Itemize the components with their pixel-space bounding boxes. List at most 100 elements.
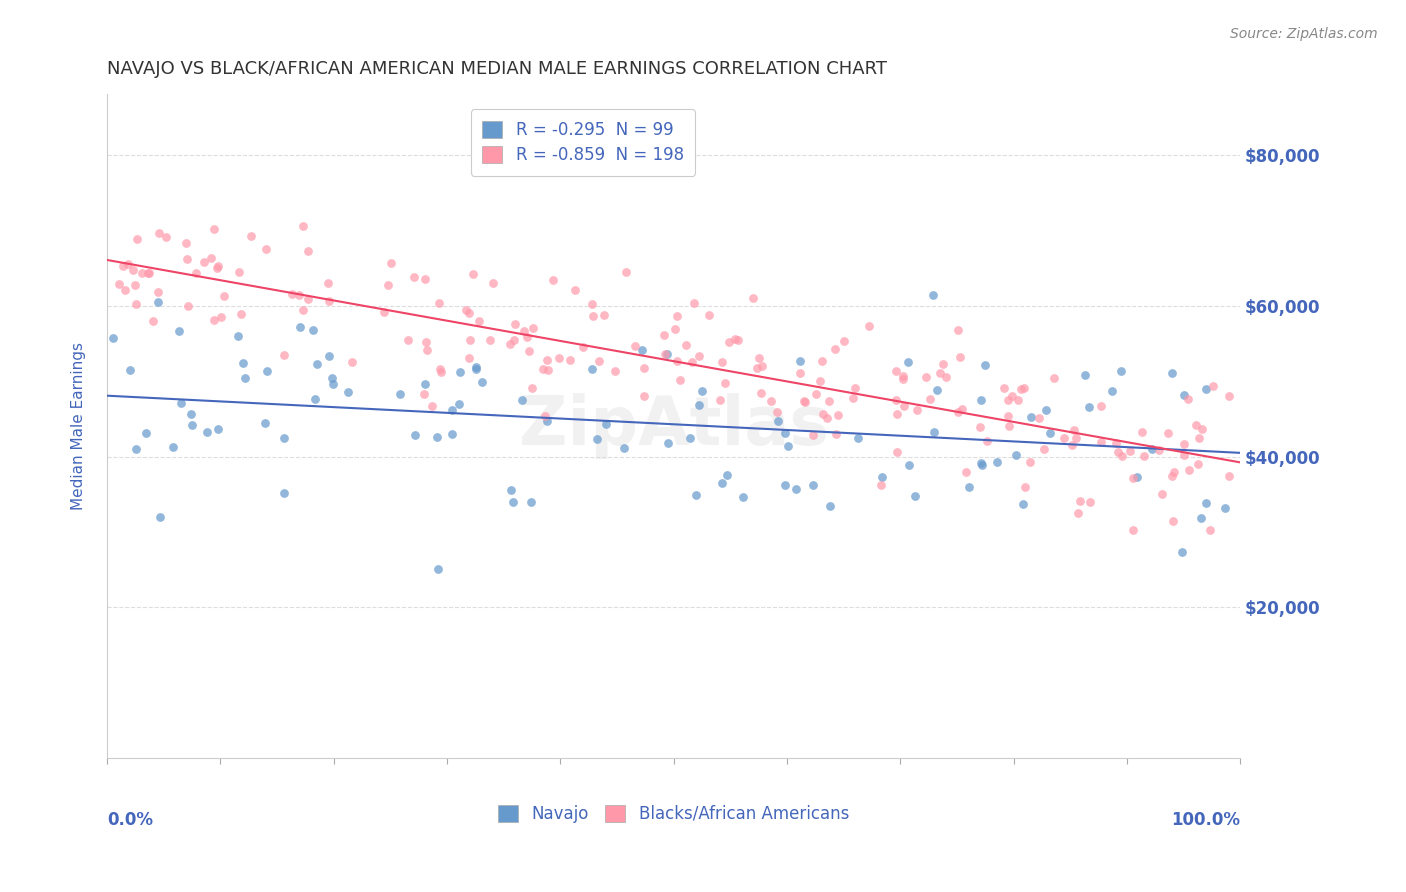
Point — [585, 432, 607, 446]
Point — [668, 373, 690, 387]
Point — [1177, 392, 1199, 406]
Point — [974, 358, 997, 372]
Point — [1019, 455, 1042, 469]
Point — [1104, 436, 1126, 450]
Point — [748, 351, 770, 365]
Point — [884, 364, 907, 378]
Point — [1001, 389, 1024, 403]
Point — [503, 318, 526, 332]
Point — [1189, 511, 1212, 525]
Point — [884, 392, 907, 407]
Point — [957, 480, 980, 494]
Point — [1173, 437, 1195, 451]
Point — [1178, 463, 1201, 477]
Point — [1014, 480, 1036, 494]
Point — [228, 329, 250, 343]
Point — [533, 409, 555, 424]
Text: ZipAtlas: ZipAtlas — [519, 393, 828, 459]
Point — [426, 429, 449, 443]
Point — [1173, 388, 1195, 402]
Point — [131, 266, 153, 280]
Point — [581, 362, 603, 376]
Point — [180, 417, 202, 432]
Point — [785, 482, 807, 496]
Point — [377, 277, 399, 292]
Point — [1010, 382, 1032, 396]
Point — [273, 431, 295, 445]
Y-axis label: Median Male Earnings: Median Male Earnings — [72, 343, 86, 510]
Point — [177, 299, 200, 313]
Point — [135, 425, 157, 440]
Legend: Navajo, Blacks/African Americans: Navajo, Blacks/African Americans — [492, 798, 856, 830]
Point — [457, 351, 479, 366]
Point — [305, 357, 328, 371]
Point — [292, 219, 315, 234]
Point — [207, 422, 229, 436]
Point — [858, 319, 880, 334]
Point — [136, 266, 159, 280]
Point — [595, 417, 617, 431]
Point — [170, 396, 193, 410]
Point — [950, 402, 973, 417]
Point — [955, 465, 977, 479]
Point — [456, 303, 478, 318]
Point — [103, 331, 125, 345]
Point — [1160, 367, 1182, 381]
Point — [1012, 497, 1035, 511]
Point — [1157, 426, 1180, 441]
Point — [765, 405, 787, 419]
Point — [457, 306, 479, 320]
Point — [536, 414, 558, 428]
Point — [718, 334, 741, 349]
Point — [1132, 449, 1154, 463]
Point — [1101, 384, 1123, 398]
Point — [633, 389, 655, 403]
Point — [946, 405, 969, 419]
Text: Source: ZipAtlas.com: Source: ZipAtlas.com — [1230, 27, 1378, 41]
Point — [818, 500, 841, 514]
Point — [727, 333, 749, 347]
Point — [336, 385, 359, 400]
Point — [1078, 495, 1101, 509]
Point — [254, 243, 277, 257]
Point — [685, 488, 707, 502]
Point — [564, 284, 586, 298]
Point — [429, 361, 451, 376]
Point — [560, 352, 582, 367]
Point — [499, 337, 522, 351]
Point — [571, 340, 593, 354]
Text: 0.0%: 0.0% — [107, 812, 153, 830]
Point — [710, 354, 733, 368]
Point — [778, 439, 800, 453]
Text: 100.0%: 100.0% — [1171, 812, 1240, 830]
Point — [202, 222, 225, 236]
Point — [893, 399, 915, 413]
Point — [675, 338, 697, 352]
Point — [759, 394, 782, 409]
Point — [825, 427, 848, 442]
Point — [174, 236, 197, 251]
Point — [125, 297, 148, 311]
Point — [745, 360, 768, 375]
Point — [148, 295, 170, 310]
Point — [1126, 470, 1149, 484]
Point — [167, 325, 190, 339]
Point — [441, 403, 464, 417]
Point — [789, 367, 811, 381]
Point — [768, 414, 790, 428]
Point — [180, 407, 202, 421]
Point — [420, 399, 443, 413]
Point — [1218, 468, 1240, 483]
Point — [240, 228, 263, 243]
Point — [683, 296, 706, 310]
Point — [513, 324, 536, 338]
Point — [633, 360, 655, 375]
Point — [666, 354, 689, 368]
Point — [969, 420, 991, 434]
Point — [581, 297, 603, 311]
Point — [155, 229, 177, 244]
Point — [517, 343, 540, 358]
Point — [886, 445, 908, 459]
Point — [1140, 442, 1163, 456]
Point — [127, 232, 149, 246]
